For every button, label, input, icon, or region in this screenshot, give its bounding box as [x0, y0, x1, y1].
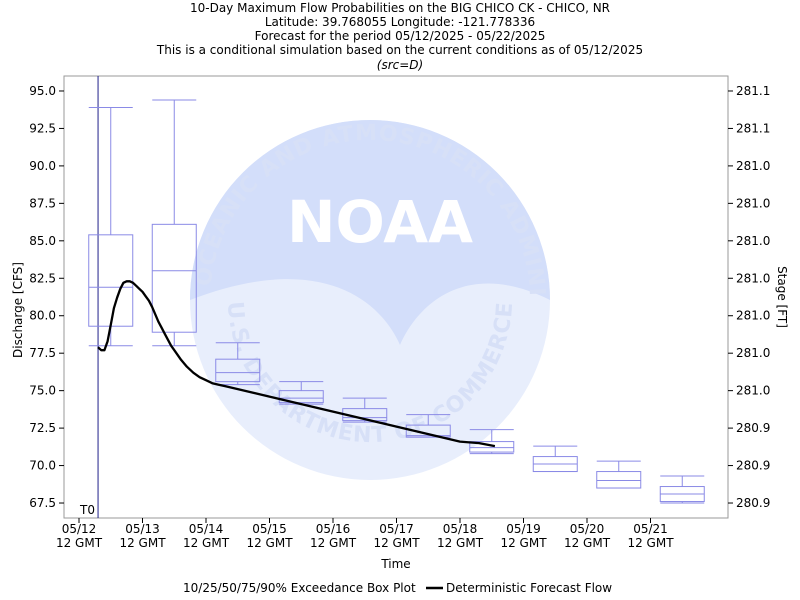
y2-tick-label: 281.1: [736, 84, 770, 98]
chart-title-line-3: Forecast for the period 05/12/2025 - 05/…: [255, 29, 546, 43]
y2-tick-label: 281.0: [736, 271, 770, 285]
y2-tick-label: 281.0: [736, 346, 770, 360]
box-iqr: [151, 223, 197, 333]
box-iqr: [405, 424, 451, 438]
t0-marker-group: T0: [79, 76, 99, 518]
y2-tick-label: 280.9: [736, 496, 770, 510]
exceedance-box: [151, 99, 197, 347]
x-axis-label: Time: [380, 557, 410, 571]
y2-tick-label: 281.0: [736, 309, 770, 323]
x-tick-date: 05/16: [316, 522, 351, 536]
chart-title-line-1: 10-Day Maximum Flow Probabilities on the…: [190, 1, 610, 15]
chart-legend: 10/25/50/75/90% Exceedance Box Plot Dete…: [183, 581, 612, 595]
x-tick-time: 12 GMT: [437, 536, 484, 550]
chart-title-line-2: Latitude: 39.768055 Longitude: -121.7783…: [265, 15, 535, 29]
legend-box-label: 10/25/50/75/90% Exceedance Box Plot: [183, 581, 416, 595]
x-tick-time: 12 GMT: [627, 536, 674, 550]
x-tick-date: 05/14: [189, 522, 224, 536]
chart-source-note: (src=D): [377, 58, 423, 72]
x-tick-time: 12 GMT: [310, 536, 357, 550]
box-iqr: [596, 471, 642, 489]
y2-tick-label: 280.9: [736, 421, 770, 435]
x-tick-time: 12 GMT: [564, 536, 611, 550]
x-tick-date: 05/15: [252, 522, 287, 536]
y-tick-label: 77.5: [29, 346, 56, 360]
x-tick-time: 12 GMT: [119, 536, 166, 550]
y2-tick-label: 281.0: [736, 159, 770, 173]
legend-line-label: Deterministic Forecast Flow: [446, 581, 612, 595]
x-tick-date: 05/20: [570, 522, 605, 536]
y-tick-label: 70.0: [29, 459, 56, 473]
exceedance-box: [469, 429, 515, 455]
y-tick-label: 75.0: [29, 384, 56, 398]
forecast-line-group: [97, 280, 496, 448]
x-tick-date: 05/19: [506, 522, 541, 536]
exceedance-box: [215, 342, 261, 386]
exceedance-box: [659, 475, 705, 504]
x-tick-time: 12 GMT: [56, 536, 103, 550]
x-tick-date: 05/17: [379, 522, 414, 536]
y-tick-label: 95.0: [29, 84, 56, 98]
t0-label: T0: [79, 503, 95, 517]
box-iqr: [215, 358, 261, 383]
exceedance-box: [532, 445, 578, 473]
noaa-watermark-logo: NOAA NATIONAL OCEANIC AND ATMOSPHERIC AD…: [0, 0, 550, 480]
x-tick-time: 12 GMT: [373, 536, 420, 550]
exceedance-box: [596, 460, 642, 489]
box-iqr: [278, 390, 324, 404]
x-tick-time: 12 GMT: [183, 536, 230, 550]
noaa-logo-upper-half: [190, 120, 550, 345]
y-axis-label: Discharge [CFS]: [11, 262, 25, 358]
x-tick-time: 12 GMT: [246, 536, 293, 550]
y2-tick-label: 281.0: [736, 384, 770, 398]
y-tick-label: 72.5: [29, 421, 56, 435]
y2-tick-label: 280.9: [736, 459, 770, 473]
y-axis-ticks: 67.5 280.9 70.0 280.9 72.5 280.9 75.0 281.0 77.5…: [29, 84, 770, 510]
y2-axis-label: Stage [FT]: [775, 266, 789, 328]
y2-tick-label: 281.0: [736, 234, 770, 248]
box-iqr: [469, 441, 515, 453]
noaa-logo-center-text: NOAA: [287, 188, 473, 256]
y2-tick-label: 281.1: [736, 121, 770, 135]
y-tick-label: 67.5: [29, 496, 56, 510]
exceedance-box: [88, 106, 134, 347]
y-tick-label: 92.5: [29, 121, 56, 135]
y-tick-label: 90.0: [29, 159, 56, 173]
y-tick-label: 85.0: [29, 234, 56, 248]
y-tick-label: 80.0: [29, 309, 56, 323]
y-tick-label: 82.5: [29, 271, 56, 285]
boxplot-group: [88, 99, 705, 504]
x-tick-date: 05/21: [633, 522, 668, 536]
y-tick-label: 87.5: [29, 196, 56, 210]
x-tick-date: 05/18: [443, 522, 478, 536]
x-tick-time: 12 GMT: [500, 536, 547, 550]
y2-tick-label: 281.0: [736, 196, 770, 210]
x-tick-date: 05/13: [125, 522, 160, 536]
chart-title-line-4: This is a conditional simulation based o…: [156, 43, 643, 57]
x-tick-date: 05/12: [62, 522, 97, 536]
forecast-flow-line: [97, 280, 496, 448]
